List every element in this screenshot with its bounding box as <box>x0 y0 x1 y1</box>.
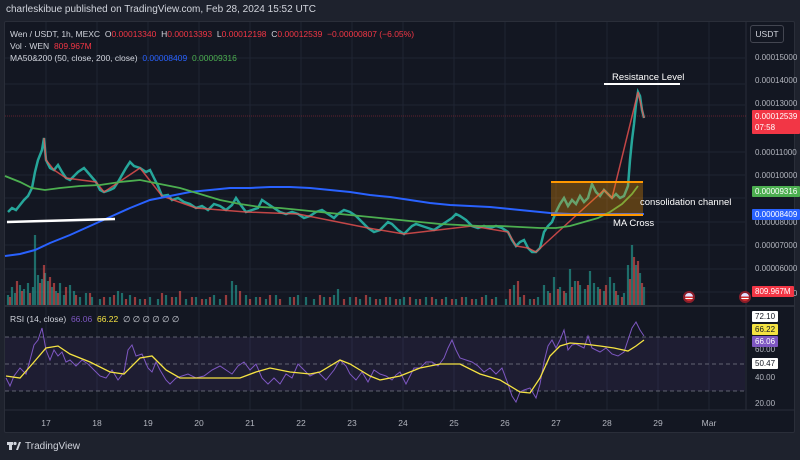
time-axis-label: 18 <box>92 418 102 428</box>
open-value: 0.00013340 <box>111 29 157 39</box>
time-axis-label: 27 <box>551 418 561 428</box>
footer-brand[interactable]: TradingView <box>6 441 80 452</box>
volume-tag: 809.967M <box>752 286 794 297</box>
support-line <box>6 217 116 224</box>
rsi-axis-label: 20.00 <box>755 399 776 408</box>
volume-legend[interactable]: Vol · WEN 809.967M <box>10 41 92 51</box>
time-axis-label: 22 <box>296 418 306 428</box>
tradingview-logo-icon <box>7 441 21 450</box>
ma50-price-tag: 0.00008409 <box>752 209 800 220</box>
price-path <box>7 88 646 254</box>
resistance-label: Resistance Level <box>612 72 685 83</box>
low-value: 0.00012198 <box>221 29 267 39</box>
ma50-line <box>4 186 644 257</box>
rsi-extra-values: ∅ ∅ ∅ ∅ ∅ ∅ <box>122 314 180 324</box>
close-value: 0.00012539 <box>277 29 323 39</box>
volume-label: Vol · WEN <box>10 41 50 51</box>
open-label: O <box>104 29 112 39</box>
price-axis-label: 0.00007000 <box>755 241 798 250</box>
rsi-line <box>5 321 645 404</box>
time-axis-label: 17 <box>41 418 51 428</box>
price-axis-label: 0.00014000 <box>755 76 798 85</box>
close-label: C <box>271 29 278 39</box>
rsi-legend[interactable]: RSI (14, close) 66.06 66.22 ∅ ∅ ∅ ∅ ∅ ∅ <box>10 314 179 325</box>
rsi-axis-label: 60.00 <box>755 345 776 354</box>
time-axis-label: 23 <box>347 418 357 428</box>
us-event-flag-icon[interactable] <box>683 291 695 303</box>
time-axis-label: 20 <box>194 418 204 428</box>
price-axis-label: 0.00013000 <box>755 99 798 108</box>
ma-cross-label: MA Cross <box>613 218 655 229</box>
us-event-flag-icon[interactable] <box>739 291 751 303</box>
price-axis-label: 0.00011000 <box>755 148 797 157</box>
ma200-value: 0.00009316 <box>191 53 237 63</box>
low-label: L <box>216 29 222 39</box>
time-axis-label: 28 <box>602 418 612 428</box>
time-axis-label: Mar <box>701 418 717 428</box>
current-price-tag: 0.00012539 07:58 <box>752 110 800 134</box>
rsi-label: RSI (14, close) <box>10 314 67 324</box>
rsi-ma-tag: 66.22 <box>752 324 779 335</box>
rsi-ma-value: 66.22 <box>96 314 119 324</box>
rsi-lower-tag: 50.47 <box>752 358 779 369</box>
symbol-legend[interactable]: Wen / USDT, 1h, MEXC O0.00013340 H0.0001… <box>10 29 414 39</box>
rsi-axis-label: 40.00 <box>755 373 776 382</box>
current-price-value: 0.00012539 <box>755 112 798 121</box>
time-axis-label: 29 <box>653 418 663 428</box>
ma200-price-tag: 0.00009316 <box>752 186 800 197</box>
currency-button[interactable]: USDT <box>750 25 784 43</box>
price-axis-label: 0.00015000 <box>755 53 798 62</box>
published-line: charleskibue published on TradingView.co… <box>6 4 317 15</box>
time-axis-label: 24 <box>398 418 408 428</box>
time-axis-label: 19 <box>143 418 153 428</box>
high-value: 0.00013393 <box>167 29 213 39</box>
time-axis-label: 25 <box>449 418 459 428</box>
time-axis-label: 21 <box>245 418 255 428</box>
symbol-name: Wen / USDT, 1h, MEXC <box>10 29 101 39</box>
change-value: −0.00000807 (−6.05%) <box>327 29 415 39</box>
rsi-ma-line <box>5 339 645 394</box>
rsi-value-tag: 66.06 <box>752 336 779 347</box>
high-label: H <box>161 29 168 39</box>
price-axis-label: 0.00006000 <box>755 264 798 273</box>
consolidation-label: consolidation channel <box>640 197 732 208</box>
price-axis-label: 0.00010000 <box>755 171 798 180</box>
rsi-upper-tag: 72.10 <box>752 311 779 322</box>
candle-countdown: 07:58 <box>755 123 776 132</box>
rsi-value: 66.06 <box>70 314 93 324</box>
consolidation-box <box>551 182 643 215</box>
volume-value: 809.967M <box>53 41 92 51</box>
ma200-line <box>4 175 639 229</box>
time-axis-label: 26 <box>500 418 510 428</box>
ma-label: MA50&200 (50, close, 200, close) <box>10 53 138 63</box>
brand-name: TradingView <box>25 441 81 452</box>
ma-legend[interactable]: MA50&200 (50, close, 200, close) 0.00008… <box>10 53 237 63</box>
price-axis-label: 0.00008000 <box>755 218 798 227</box>
ma50-value: 0.00008409 <box>142 53 188 63</box>
